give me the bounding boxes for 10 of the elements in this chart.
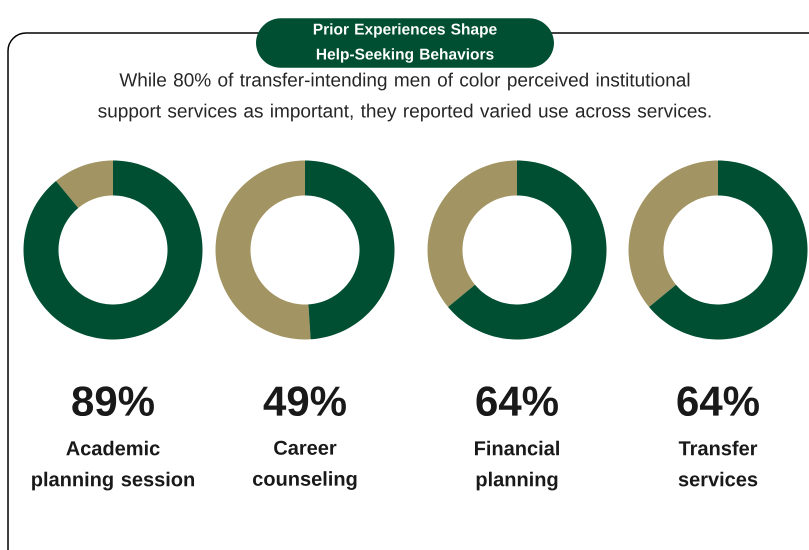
text: Transfer services: [678, 440, 758, 486]
data-label: 64%: [678, 386, 759, 416]
text: Financial planning: [475, 440, 559, 490]
text: Prior Experiences Shape Help-Seeking Behaviors: [314, 23, 497, 63]
text: While 80% of transfer-intending men of color perceived institutional support services as important, they reported varied use across services.: [98, 72, 710, 122]
data-label: 49%: [264, 386, 346, 416]
data-label: 64%: [476, 386, 558, 416]
text: Career counseling: [253, 440, 356, 490]
text: Academic planning session: [32, 440, 194, 490]
data-label: 89%: [72, 386, 154, 416]
